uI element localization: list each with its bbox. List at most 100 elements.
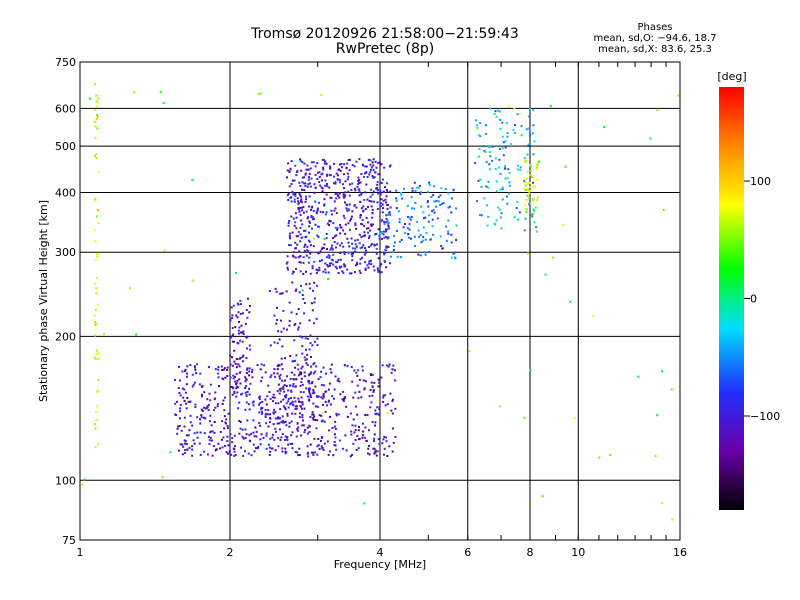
data-point [216, 405, 219, 408]
data-point [422, 226, 425, 229]
data-point [371, 212, 374, 214]
data-point [180, 429, 183, 432]
data-point [351, 182, 354, 185]
data-point [200, 385, 203, 388]
data-point [186, 448, 189, 451]
data-point [355, 405, 357, 408]
data-point [181, 443, 184, 446]
data-point [424, 216, 427, 219]
data-point [284, 357, 286, 360]
data-point [357, 179, 360, 182]
data-point [245, 336, 248, 339]
data-point [342, 271, 345, 274]
data-point [308, 424, 311, 427]
data-point [363, 198, 366, 201]
data-point [373, 176, 376, 179]
data-point [258, 411, 261, 414]
data-point [230, 453, 233, 456]
data-point [286, 266, 289, 269]
data-point [343, 251, 346, 253]
data-point [231, 335, 234, 338]
data-point [379, 193, 382, 196]
data-point [341, 447, 344, 450]
data-point [307, 261, 310, 264]
data-point [359, 258, 362, 261]
data-point [525, 211, 528, 214]
data-point [278, 422, 281, 425]
data-point [94, 83, 96, 86]
data-point [338, 181, 341, 184]
data-point [476, 200, 478, 203]
data-point [95, 157, 98, 160]
data-point [328, 450, 331, 453]
data-point [267, 425, 270, 428]
data-point [435, 205, 438, 208]
data-point [379, 161, 381, 164]
data-point [322, 211, 325, 214]
data-point [298, 250, 300, 253]
data-point [391, 427, 394, 430]
data-point [397, 210, 400, 213]
data-point [285, 394, 288, 397]
data-point [320, 248, 323, 250]
data-point [307, 178, 310, 181]
data-point [252, 400, 255, 403]
data-point [300, 371, 303, 374]
data-point [327, 453, 330, 456]
data-point [299, 405, 302, 407]
data-point [413, 181, 416, 184]
data-point [363, 175, 365, 178]
data-point [306, 426, 309, 429]
data-point [294, 212, 297, 215]
data-point [245, 394, 248, 396]
data-point [314, 165, 317, 168]
data-point [382, 207, 385, 210]
data-point [434, 200, 437, 203]
data-point [295, 227, 298, 230]
data-point [489, 146, 492, 149]
data-point [193, 442, 196, 445]
data-point [417, 253, 420, 256]
data-point [232, 377, 235, 380]
data-point [352, 418, 355, 421]
data-point [369, 163, 372, 166]
data-point [209, 431, 212, 434]
data-point [333, 440, 336, 443]
data-point [303, 312, 306, 315]
data-point [564, 165, 567, 168]
data-point [367, 227, 370, 230]
data-point [527, 188, 530, 191]
data-point [344, 194, 347, 197]
data-point [441, 202, 443, 205]
data-point [297, 207, 300, 209]
data-point [233, 434, 236, 437]
data-point [298, 372, 301, 375]
data-point [299, 194, 302, 197]
data-point [285, 262, 288, 265]
data-point [299, 412, 301, 415]
data-point [386, 190, 389, 193]
data-point [391, 412, 394, 415]
data-point [334, 226, 337, 229]
data-point [359, 272, 362, 274]
data-point [656, 108, 659, 111]
data-point [95, 215, 98, 218]
data-point [357, 447, 360, 450]
data-point [529, 165, 532, 168]
data-point [376, 181, 379, 184]
data-point [199, 431, 202, 434]
data-point [310, 365, 312, 368]
data-point [309, 252, 312, 255]
data-point [312, 245, 315, 248]
data-point [334, 420, 337, 423]
data-point [452, 189, 455, 192]
data-point [284, 408, 287, 411]
data-point [383, 220, 386, 223]
data-point [244, 322, 247, 325]
data-point [313, 391, 316, 394]
data-point [308, 176, 310, 179]
data-point [526, 194, 529, 197]
data-point [349, 158, 351, 161]
y-tick-label: 100 [55, 474, 76, 487]
data-point [237, 363, 240, 366]
